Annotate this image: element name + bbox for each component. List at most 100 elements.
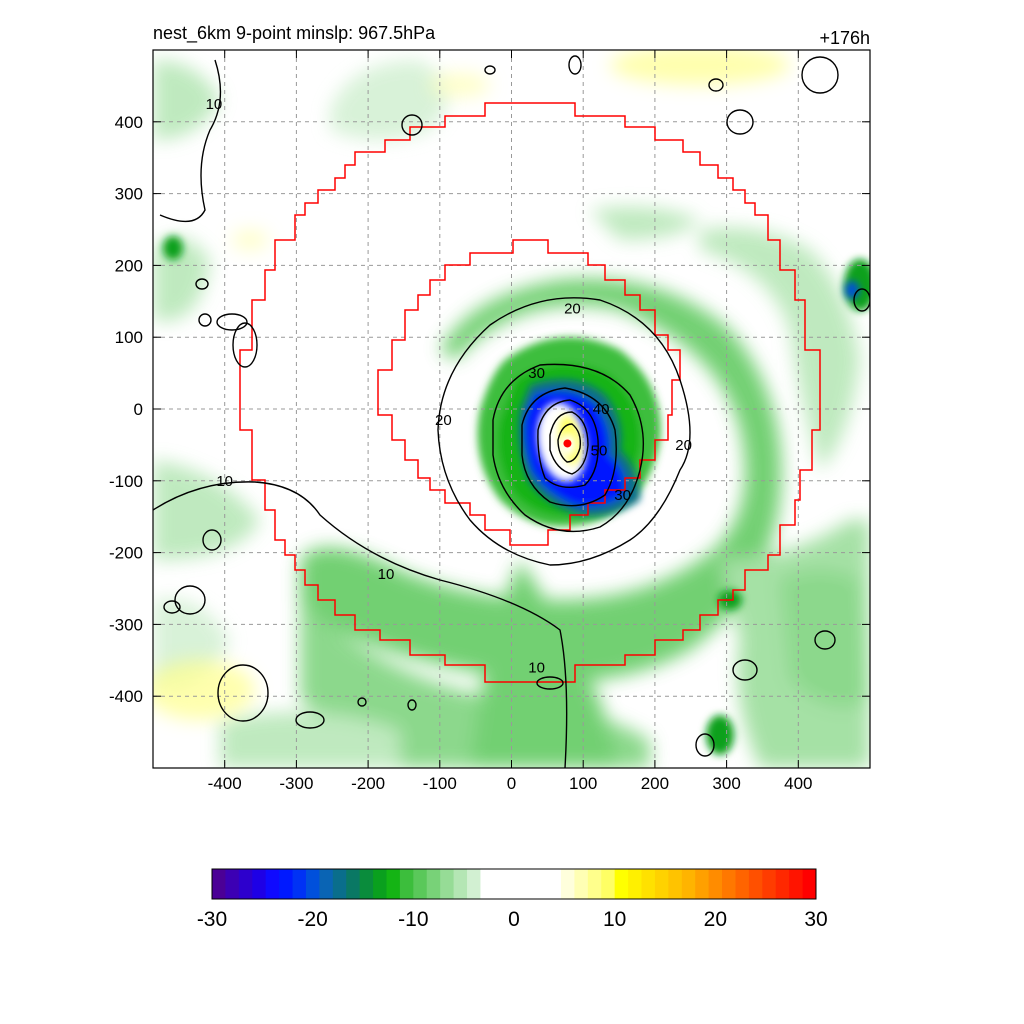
colorbar-swatch xyxy=(252,869,267,899)
contour-blob xyxy=(198,313,212,327)
contour-blob xyxy=(295,711,325,729)
colorbar-swatch xyxy=(413,869,428,899)
contour-50 xyxy=(537,399,599,488)
y-tick-label: -200 xyxy=(109,544,143,563)
colorbar-tick-label: 20 xyxy=(704,908,727,931)
colorbar-swatch xyxy=(507,869,522,899)
storm-center-marker xyxy=(563,439,572,448)
colorbar-swatch xyxy=(775,869,790,899)
colorbar-swatch xyxy=(480,869,495,899)
colorbar-swatch xyxy=(722,869,736,899)
contour-blob xyxy=(217,664,269,722)
x-tick-label: -400 xyxy=(208,774,242,793)
colorbar-swatch xyxy=(789,869,804,899)
x-tick-label: -100 xyxy=(423,774,457,793)
x-tick-label: 400 xyxy=(784,774,812,793)
colorbar-swatch xyxy=(225,869,240,899)
contour-label: 30 xyxy=(614,487,631,504)
colorbar: -30 -20 -10 0 10 20 30 xyxy=(197,868,828,931)
contour-label: 10 xyxy=(528,659,545,676)
y-tick-label: 400 xyxy=(115,113,143,132)
contour-eye-2 xyxy=(557,423,582,463)
colorbar-swatch xyxy=(373,869,387,899)
colorbar-swatch xyxy=(681,869,696,899)
colorbar-swatch xyxy=(346,869,361,899)
inner-nest-boundary xyxy=(377,239,681,546)
contour-blob xyxy=(232,322,258,368)
colorbar-swatch xyxy=(748,869,763,899)
contour-blob xyxy=(163,600,181,614)
colorbar-swatch xyxy=(802,869,817,899)
contour-blob xyxy=(536,676,564,690)
colorbar-swatch xyxy=(319,869,334,899)
contour-blob xyxy=(484,65,496,75)
contour-blob xyxy=(726,109,754,135)
contour-blob xyxy=(814,630,836,650)
colorbar-swatch xyxy=(601,869,616,899)
contour-blob xyxy=(732,659,758,681)
contour-40 xyxy=(521,387,617,507)
colorbar-swatch xyxy=(305,869,320,899)
colorbar-swatch xyxy=(534,869,549,899)
contour-10-south xyxy=(153,481,568,768)
x-tick-label: 0 xyxy=(507,774,516,793)
colorbar-tick-label: -10 xyxy=(398,908,428,931)
contour-label: 20 xyxy=(435,412,452,429)
colorbar-swatch xyxy=(467,869,481,899)
colorbar-swatch xyxy=(440,869,455,899)
colorbar-swatch xyxy=(708,869,723,899)
contour-label: 50 xyxy=(591,443,608,460)
forecast-hour-label: +176h xyxy=(819,28,870,48)
x-tick-label: -300 xyxy=(279,774,313,793)
colorbar-swatch xyxy=(560,869,575,899)
colorbar-swatch xyxy=(426,869,441,899)
contour-blob xyxy=(202,529,222,551)
colorbar-tick-label: 0 xyxy=(508,908,520,931)
contour-blob xyxy=(401,114,423,136)
colorbar-swatch xyxy=(520,869,535,899)
contour-label: 40 xyxy=(593,401,610,418)
y-tick-label: -400 xyxy=(109,687,143,706)
x-tick-label: 300 xyxy=(712,774,740,793)
colorbar-swatch xyxy=(587,869,602,899)
contour-blob xyxy=(568,55,582,75)
y-tick-label: 0 xyxy=(134,400,143,419)
colorbar-frame xyxy=(211,868,817,900)
colorbar-swatch xyxy=(359,869,374,899)
contour-blob xyxy=(407,699,417,711)
colorbar-swatch xyxy=(279,869,294,899)
colorbar-tick-label: 30 xyxy=(804,908,827,931)
colorbar-tick-label: 10 xyxy=(603,908,626,931)
x-tick-label: 100 xyxy=(569,774,597,793)
axes: -400 -300 -200 -100 0 100 200 300 40040030020010… xyxy=(109,50,870,793)
colorbar-swatch xyxy=(265,869,280,899)
contour-blob xyxy=(174,585,206,615)
contour-blob xyxy=(195,278,209,290)
colorbar-swatch xyxy=(574,869,589,899)
colorbar-swatch xyxy=(292,869,307,899)
contour-label: 10 xyxy=(378,566,395,583)
contour-label: 20 xyxy=(564,300,581,317)
contour-30 xyxy=(492,363,645,533)
y-tick-label: -300 xyxy=(109,615,143,634)
colorbar-tick-labels: -30 -20 -10 0 10 20 30 xyxy=(197,908,828,931)
contour-label: 10 xyxy=(206,96,223,113)
colorbar-swatch xyxy=(668,869,683,899)
y-tick-label: 300 xyxy=(115,185,143,204)
contour-blob xyxy=(216,313,248,331)
colorbar-swatch xyxy=(628,869,643,899)
colorbar-swatch xyxy=(332,869,347,899)
plot-area: 10 10 10 10 20 20 20 30 30 40 50 -400 -300 -200 -100 0… xyxy=(109,49,871,793)
contour-blob xyxy=(853,288,870,312)
colorbar-swatch xyxy=(614,869,629,899)
contour-label: 20 xyxy=(675,437,692,454)
contour-label: 30 xyxy=(528,365,545,382)
colorbar-swatch xyxy=(654,869,669,899)
colorbar-swatch xyxy=(735,869,750,899)
contour-lines xyxy=(153,55,870,768)
contour-blob xyxy=(708,78,724,92)
contour-10-north xyxy=(159,59,222,223)
y-tick-label: 200 xyxy=(115,256,143,275)
contour-20 xyxy=(437,297,691,566)
